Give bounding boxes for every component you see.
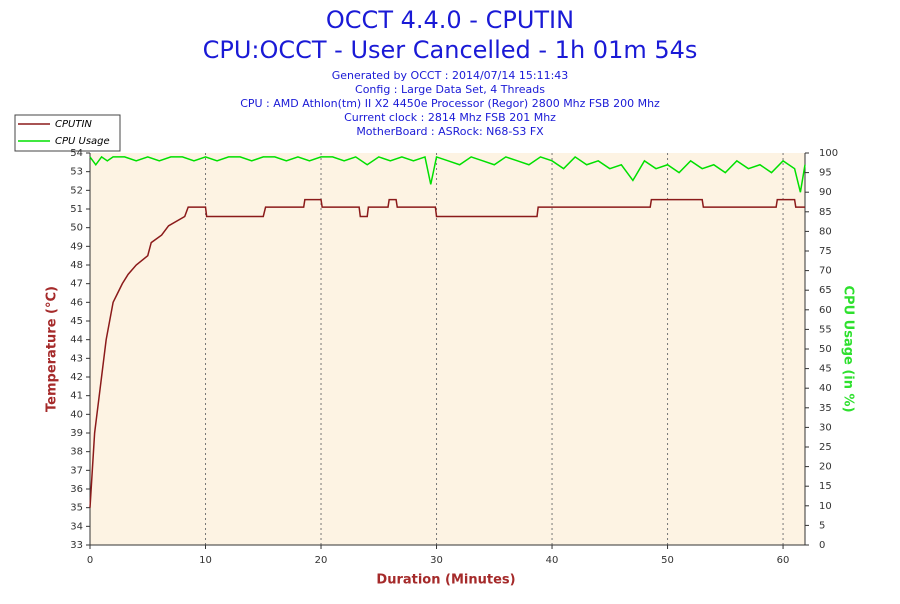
- y2-tick-label: 10: [819, 501, 832, 512]
- x-axis-label: Duration (Minutes): [376, 573, 515, 588]
- y-tick-label: 47: [70, 279, 83, 290]
- x-tick-label: 20: [315, 555, 328, 566]
- y-tick-label: 54: [70, 148, 83, 159]
- y2-tick-label: 90: [819, 187, 832, 198]
- series-line: [89, 155, 806, 193]
- x-tick-label: 10: [199, 555, 212, 566]
- y-tick-label: 49: [70, 241, 83, 252]
- y2-tick-label: 30: [819, 422, 832, 433]
- y-tick-label: 37: [70, 465, 83, 476]
- y-tick-label: 52: [70, 185, 83, 196]
- plot-area: [90, 153, 805, 545]
- y-tick-label: 40: [70, 409, 83, 420]
- y-axis-label: Temperature (°C): [45, 286, 60, 412]
- y2-tick-label: 5: [819, 520, 825, 531]
- y2-tick-label: 85: [819, 207, 832, 218]
- y-tick-label: 53: [70, 167, 83, 178]
- y2-tick-label: 15: [819, 481, 832, 492]
- x-tick-label: 50: [661, 555, 674, 566]
- y-tick-label: 46: [70, 297, 83, 308]
- y-tick-label: 41: [70, 391, 83, 402]
- y2-tick-label: 70: [819, 266, 832, 277]
- y-tick-label: 39: [70, 428, 83, 439]
- y2-tick-label: 35: [819, 403, 832, 414]
- y2-tick-label: 55: [819, 324, 832, 335]
- y2-tick-label: 100: [819, 148, 838, 159]
- info-line: CPU : AMD Athlon(tm) II X2 4450e Process…: [240, 97, 660, 110]
- y-tick-label: 35: [70, 503, 83, 514]
- y-tick-label: 38: [70, 447, 83, 458]
- info-line: Current clock : 2814 Mhz FSB 201 Mhz: [344, 111, 556, 124]
- y-tick-label: 51: [70, 204, 83, 215]
- y2-tick-label: 80: [819, 226, 832, 237]
- legend: [14, 114, 121, 152]
- legend-label: CPU Usage: [55, 136, 110, 147]
- y-tick-label: 48: [70, 260, 83, 271]
- y-tick-label: 50: [70, 223, 83, 234]
- legend-label: CPUTIN: [55, 119, 92, 130]
- y2-tick-label: 65: [819, 285, 832, 296]
- info-line: Generated by OCCT : 2014/07/14 15:11:43: [332, 69, 569, 82]
- chart-title: OCCT 4.4.0 - CPUTIN: [326, 6, 574, 34]
- y-tick-label: 42: [70, 372, 83, 383]
- info: Generated by OCCT : 2014/07/14 15:11:43C…: [240, 69, 660, 138]
- y-tick-label: 43: [70, 353, 83, 364]
- x-tick-label: 0: [87, 555, 93, 566]
- y2-tick-label: 40: [819, 383, 832, 394]
- y2-tick-label: 0: [819, 540, 825, 551]
- x-tick-label: 40: [546, 555, 559, 566]
- y-tick-label: 45: [70, 316, 83, 327]
- y2-tick-label: 60: [819, 305, 832, 316]
- y2-tick-label: 75: [819, 246, 832, 257]
- y2-tick-label: 20: [819, 462, 832, 473]
- y-tick-label: 34: [70, 521, 83, 532]
- y2-tick-label: 95: [819, 168, 832, 179]
- info-line: Config : Large Data Set, 4 Threads: [355, 83, 545, 96]
- y2-tick-label: 50: [819, 344, 832, 355]
- y-tick-label: 33: [70, 540, 83, 551]
- chart-subtitle: CPU:OCCT - User Cancelled - 1h 01m 54s: [203, 36, 698, 64]
- info-line: MotherBoard : ASRock: N68-S3 FX: [356, 125, 544, 138]
- x-tick-label: 60: [777, 555, 790, 566]
- y2-axis-label: CPU Usage (in %): [841, 285, 856, 412]
- x-tick-label: 30: [430, 555, 443, 566]
- series-line: [89, 198, 805, 508]
- y2-tick-label: 45: [819, 364, 832, 375]
- y-tick-label: 36: [70, 484, 83, 495]
- y-tick-label: 44: [70, 335, 83, 346]
- y2-tick-label: 25: [819, 442, 832, 453]
